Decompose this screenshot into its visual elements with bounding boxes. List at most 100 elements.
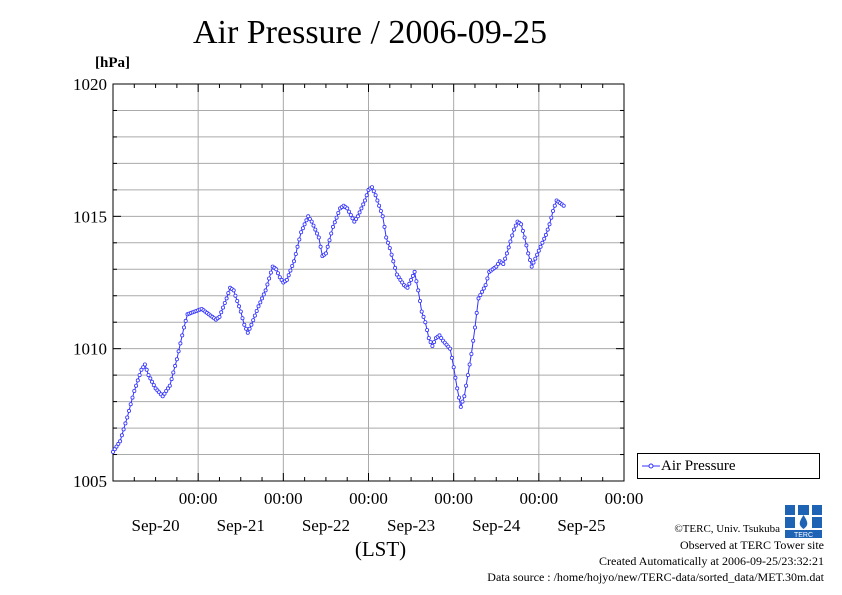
data-point bbox=[512, 227, 517, 232]
data-point bbox=[542, 236, 547, 241]
data-point bbox=[219, 310, 224, 315]
data-point bbox=[313, 227, 318, 232]
data-point bbox=[325, 244, 330, 249]
data-point bbox=[318, 244, 323, 249]
x-tick-date-label: Sep-20 bbox=[131, 516, 179, 535]
data-point bbox=[513, 223, 518, 228]
data-point bbox=[378, 208, 383, 213]
data-point bbox=[244, 326, 249, 331]
data-point bbox=[178, 341, 183, 346]
data-point bbox=[222, 300, 227, 305]
data-point bbox=[226, 291, 231, 296]
data-point bbox=[561, 203, 566, 208]
data-point bbox=[430, 343, 435, 348]
data-point bbox=[307, 216, 312, 221]
data-point bbox=[284, 277, 289, 282]
data-point bbox=[242, 322, 247, 327]
data-point bbox=[455, 386, 460, 391]
data-point bbox=[373, 193, 378, 198]
data-point bbox=[336, 210, 341, 215]
data-point bbox=[350, 216, 355, 221]
data-point bbox=[382, 224, 387, 229]
data-point bbox=[478, 293, 483, 298]
data-point bbox=[261, 292, 266, 297]
data-point bbox=[167, 383, 172, 388]
data-point bbox=[464, 383, 469, 388]
x-tick-date-label: Sep-22 bbox=[302, 516, 350, 535]
data-point bbox=[174, 357, 179, 362]
x-tick-time-label: 00:00 bbox=[264, 489, 303, 508]
data-point bbox=[364, 193, 369, 198]
data-point bbox=[357, 210, 362, 215]
data-point bbox=[176, 349, 181, 354]
data-point bbox=[314, 231, 319, 236]
y-tick-label: 1020 bbox=[73, 75, 107, 94]
x-tick-date-label: Sep-23 bbox=[387, 516, 435, 535]
data-point bbox=[286, 273, 291, 278]
data-point bbox=[535, 252, 540, 257]
x-tick-date-label: Sep-21 bbox=[217, 516, 265, 535]
legend-marker-icon bbox=[642, 463, 660, 469]
data-point bbox=[297, 237, 302, 242]
data-point bbox=[346, 209, 351, 214]
data-point bbox=[471, 338, 476, 343]
data-point bbox=[458, 404, 463, 409]
data-point bbox=[462, 394, 467, 399]
data-point bbox=[522, 235, 527, 240]
data-point bbox=[419, 309, 424, 314]
x-tick-time-label: 00:00 bbox=[349, 489, 388, 508]
data-point bbox=[119, 433, 124, 438]
data-point bbox=[451, 365, 456, 370]
data-point bbox=[130, 395, 135, 400]
data-point bbox=[332, 220, 337, 225]
data-point bbox=[293, 251, 298, 256]
data-point bbox=[551, 208, 556, 213]
data-point bbox=[251, 318, 256, 323]
data-point bbox=[128, 402, 133, 407]
data-point bbox=[469, 351, 474, 356]
x-tick-time-label: 00:00 bbox=[605, 489, 644, 508]
data-point bbox=[371, 189, 376, 194]
chart-legend: Air Pressure bbox=[637, 453, 820, 479]
data-point bbox=[384, 235, 389, 240]
data-point bbox=[327, 238, 332, 243]
data-point bbox=[217, 314, 222, 319]
data-point bbox=[235, 298, 240, 303]
data-point bbox=[288, 268, 293, 273]
data-point bbox=[309, 219, 314, 224]
data-point bbox=[410, 273, 415, 278]
data-point bbox=[137, 373, 142, 378]
terc-logo-icon: TERC bbox=[783, 503, 824, 539]
data-point bbox=[275, 271, 280, 276]
data-point bbox=[549, 215, 554, 220]
data-point bbox=[476, 296, 481, 301]
data-point bbox=[501, 261, 506, 266]
data-point bbox=[449, 355, 454, 360]
data-point bbox=[385, 240, 390, 245]
data-point bbox=[162, 391, 167, 396]
footer-source: Data source : /home/hojyo/new/TERC-data/… bbox=[487, 570, 824, 584]
data-point bbox=[412, 269, 417, 274]
y-tick-label: 1010 bbox=[73, 340, 107, 359]
data-point bbox=[329, 231, 334, 236]
data-point bbox=[417, 298, 422, 303]
data-point bbox=[135, 378, 140, 383]
data-point bbox=[240, 316, 245, 321]
data-point bbox=[169, 377, 174, 382]
data-point bbox=[524, 243, 529, 248]
data-point bbox=[277, 275, 282, 280]
data-point bbox=[233, 293, 238, 298]
data-point bbox=[252, 313, 257, 318]
data-point bbox=[148, 376, 153, 381]
data-point bbox=[134, 383, 139, 388]
data-point bbox=[423, 320, 428, 325]
data-point bbox=[291, 259, 296, 264]
data-point bbox=[407, 281, 412, 286]
data-point bbox=[355, 214, 360, 219]
data-point bbox=[121, 427, 126, 432]
data-point bbox=[526, 251, 531, 256]
x-axis-label: (LST) bbox=[355, 537, 406, 561]
data-point bbox=[316, 235, 321, 240]
data-point bbox=[249, 322, 254, 327]
